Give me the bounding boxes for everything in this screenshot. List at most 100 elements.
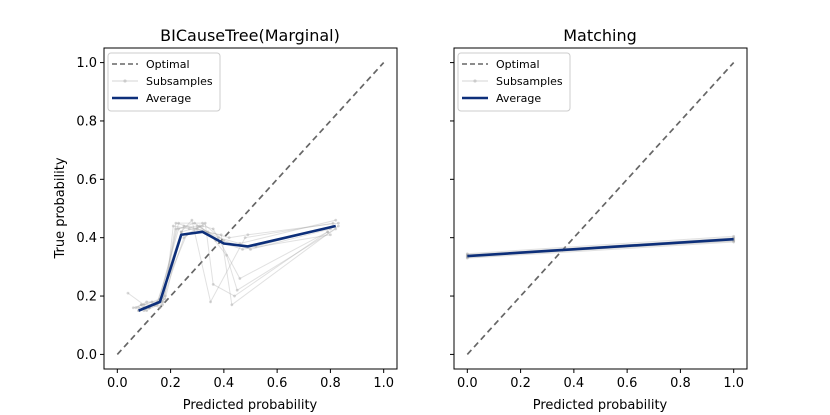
- subsample-point: [334, 218, 338, 222]
- subsample-point: [222, 239, 226, 243]
- subsample-point: [195, 224, 199, 228]
- subsample-point: [225, 253, 228, 257]
- subsample-point: [145, 300, 149, 304]
- subsample-point: [137, 306, 141, 310]
- subsample-point: [142, 303, 146, 307]
- subsample-line: [127, 222, 331, 306]
- legend-subsamples-marker: [123, 79, 127, 83]
- x-tick-label: 1.0: [373, 376, 394, 391]
- subsample-point: [161, 303, 165, 307]
- y-axis-label: True probability: [53, 157, 68, 259]
- legend-optimal-label: Optimal: [496, 58, 540, 71]
- subsample-point: [174, 221, 178, 225]
- subsample-point: [177, 221, 180, 225]
- legend: Optimal Subsamples Average: [457, 52, 571, 112]
- legend-optimal-label: Optimal: [146, 58, 190, 71]
- subsample-point: [337, 224, 340, 228]
- x-tick-label: 0.4: [564, 376, 585, 391]
- x-tick-label: 0.6: [617, 376, 638, 391]
- legend-subsamples-label: Subsamples: [146, 75, 213, 88]
- panel-title: BICauseTree(Marginal): [160, 26, 340, 45]
- legend-box: [107, 52, 221, 112]
- subsample-point: [139, 303, 143, 307]
- subsample-point: [182, 224, 186, 228]
- subsample-line: [135, 219, 334, 309]
- legend-subsamples-marker: [473, 79, 477, 83]
- subsample-point: [198, 224, 202, 228]
- subsample-point: [211, 227, 215, 231]
- subsample-point: [331, 221, 335, 225]
- subsample-point: [233, 294, 236, 298]
- subsample-point: [230, 303, 234, 307]
- y-tick-label: 1.0: [76, 56, 97, 71]
- subsample-point: [193, 221, 196, 225]
- subsample-point: [249, 247, 252, 251]
- axis-ticks: 0.0 0.2 0.4 0.6 0.8 1.0: [450, 62, 744, 391]
- x-tick-label: 0.2: [160, 376, 181, 391]
- subsample-point: [206, 230, 210, 234]
- average-line: [467, 237, 734, 258]
- subsample-point: [182, 236, 186, 240]
- subsample-point: [732, 240, 736, 244]
- subsample-line: [138, 219, 336, 312]
- subsample-point: [177, 227, 180, 231]
- legend-average-label: Average: [146, 92, 191, 105]
- subsample-point: [203, 221, 207, 225]
- plot-frame: [453, 47, 748, 370]
- subsample-point: [326, 230, 330, 234]
- legend: Optimal Subsamples Average: [107, 52, 221, 112]
- subsample-point: [246, 233, 250, 237]
- subsample-point: [243, 236, 247, 240]
- average-line: [138, 224, 337, 312]
- optimal-line: [116, 62, 385, 355]
- subsample-point: [195, 227, 199, 231]
- subsample-point: [235, 288, 239, 292]
- subsample-point: [179, 230, 183, 234]
- subsample-point: [209, 300, 212, 304]
- x-tick-label: 0.0: [457, 376, 478, 391]
- subsample-point: [241, 247, 244, 251]
- axis-ticks: 0.0 0.2 0.4 0.6 0.8 1.0 0.0 0.2 0.4 0.6 0.8 1.0: [76, 56, 394, 391]
- legend-average-label: Average: [496, 92, 541, 105]
- subsample-line: [140, 222, 337, 312]
- subsample-point: [211, 282, 215, 286]
- subsample-point: [219, 233, 223, 237]
- x-tick-label: 0.0: [107, 376, 128, 391]
- subsample-point: [174, 227, 178, 231]
- subsample-point: [150, 300, 154, 304]
- subsample-point: [238, 277, 242, 280]
- x-tick-label: 1.0: [723, 376, 744, 391]
- y-tick-label: 0.4: [76, 231, 97, 246]
- subsample-line: [467, 241, 734, 259]
- subsample-point: [334, 227, 338, 231]
- subsample-point: [337, 221, 340, 225]
- subsample-point: [171, 224, 175, 228]
- y-tick-label: 0.6: [76, 173, 97, 188]
- x-tick-label: 0.4: [214, 376, 235, 391]
- subsample-point: [190, 218, 194, 222]
- x-tick-label: 0.2: [510, 376, 531, 391]
- subsample-point: [145, 309, 149, 313]
- panel-title: Matching: [563, 26, 637, 45]
- subsample-line: [467, 235, 734, 255]
- x-axis-label: Predicted probability: [183, 398, 318, 413]
- subsample-point: [201, 224, 204, 228]
- x-tick-label: 0.6: [267, 376, 288, 391]
- y-tick-label: 0.2: [76, 290, 97, 305]
- x-tick-label: 0.8: [320, 376, 341, 391]
- subsample-point: [139, 303, 143, 307]
- subsample-point: [163, 297, 167, 301]
- x-axis-label: Predicted probability: [533, 398, 668, 413]
- x-tick-label: 0.8: [670, 376, 691, 391]
- subsample-point: [134, 306, 138, 310]
- plot-frame: [103, 47, 398, 370]
- subsample-point: [201, 221, 204, 225]
- panel-matching: Matching 0.0 0.2 0.4 0.6 0.8 1.0 Predicted pr…: [450, 26, 748, 413]
- subsample-point: [217, 236, 220, 240]
- subsample-point: [227, 236, 231, 240]
- subsample-point: [131, 306, 135, 310]
- legend-box: [457, 52, 571, 112]
- legend-subsamples-label: Subsamples: [496, 75, 563, 88]
- subsample-point: [465, 252, 469, 256]
